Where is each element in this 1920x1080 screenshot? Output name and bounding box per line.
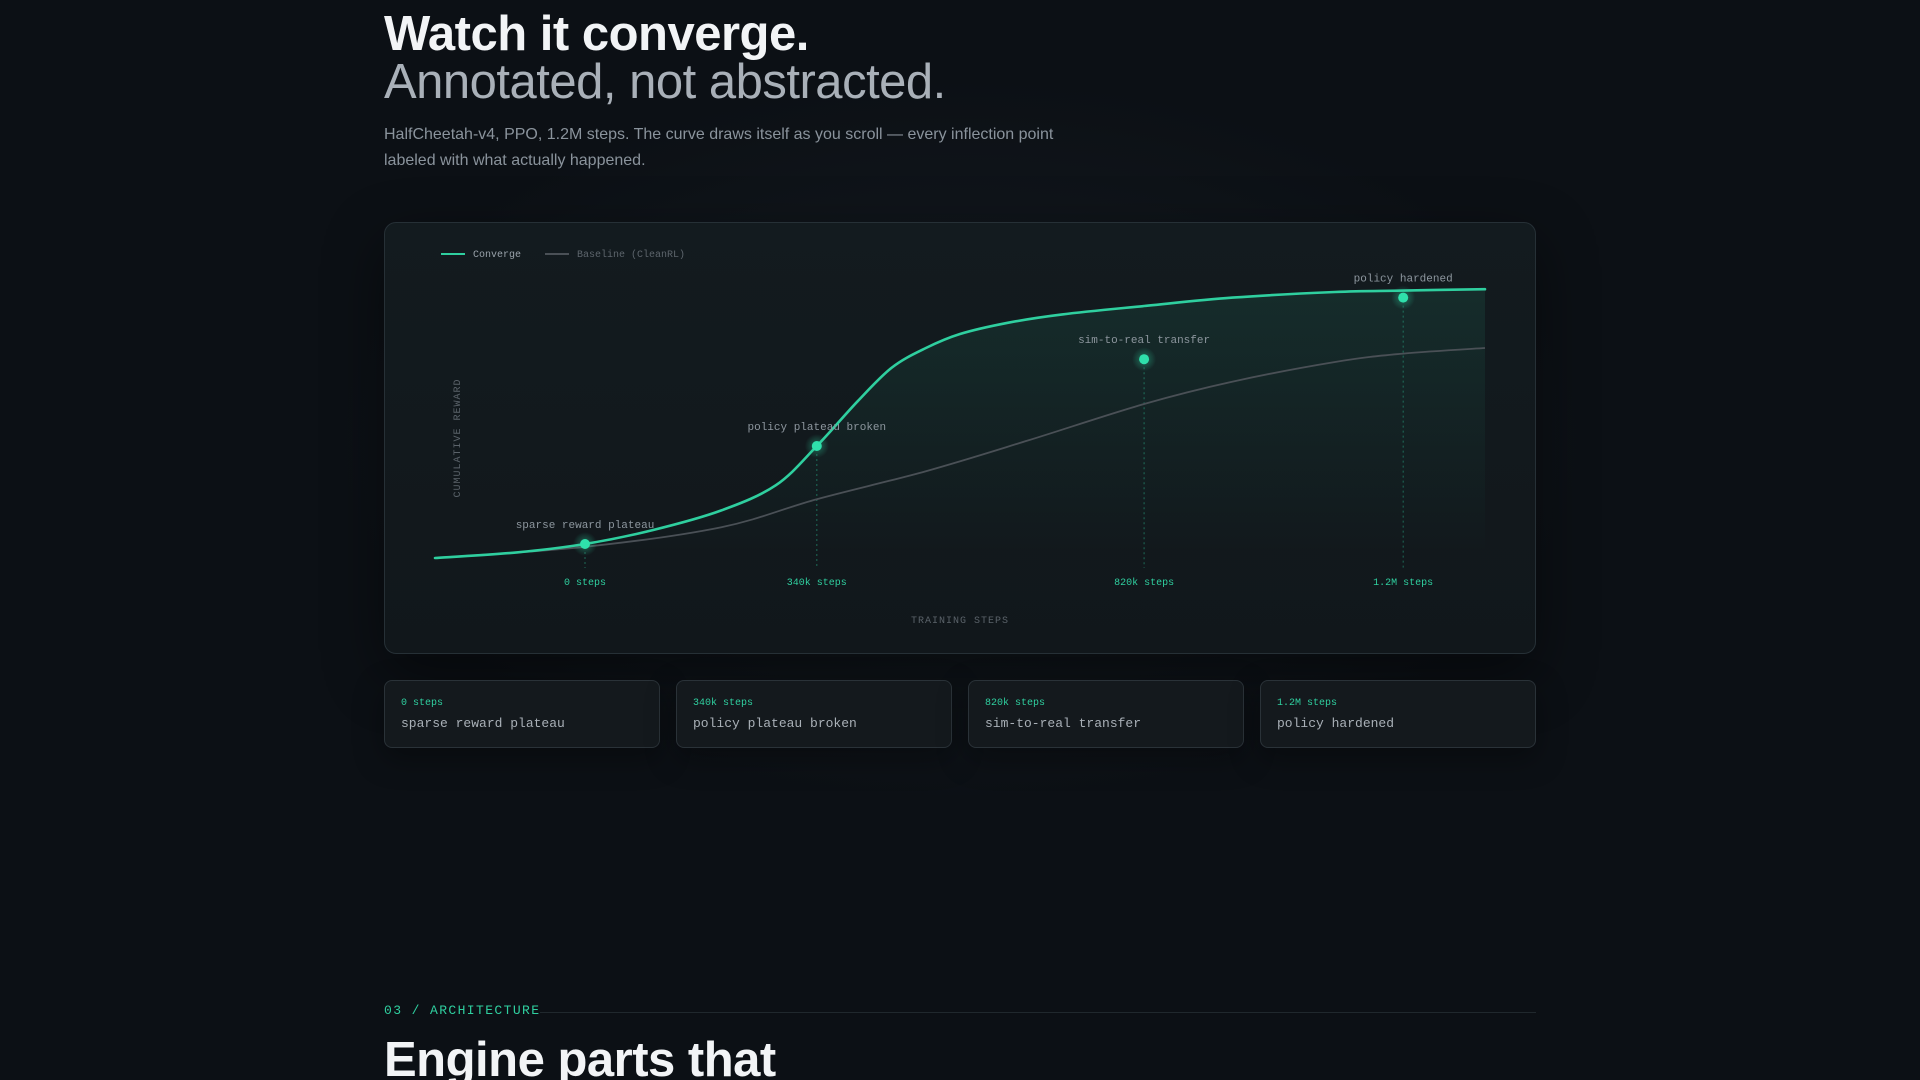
training-chart-card: Converge Baseline (CleanRL) CUMULATIVE R… — [384, 222, 1536, 654]
milestone-label: policy hardened — [1277, 716, 1395, 731]
milestone-markers: sparse reward plateau 0 steps policy plate… — [516, 274, 1453, 589]
section-divider — [540, 1012, 1536, 1013]
milestone-step: 820k steps — [985, 698, 1046, 709]
milestone-card-0-steps[interactable]: 0 steps sparse reward plateau — [384, 680, 660, 748]
page-subtitle: Annotated, not abstracted. — [384, 55, 946, 109]
milestone-step: 340k steps — [693, 698, 754, 709]
legend-label-baseline: Baseline (CleanRL) — [577, 249, 685, 261]
milestone-cards: 0 steps sparse reward plateau 340k steps… — [384, 680, 1536, 748]
converge-area-fill — [435, 289, 1485, 558]
marker-dot-1-2m-steps[interactable] — [1398, 292, 1409, 303]
converge-series-line — [433, 287, 1487, 560]
page-description: HalfCheetah-v4, PPO, 1.2M steps. The cur… — [384, 126, 1054, 169]
marker-dot-820k-steps[interactable] — [1139, 354, 1150, 365]
x-tick-label-1-2m-steps: 1.2M steps — [1373, 578, 1433, 589]
milestone-label: sim-to-real transfer — [985, 716, 1142, 731]
y-axis-label: CUMULATIVE REWARD — [453, 378, 464, 497]
x-tick-label-820k-steps: 820k steps — [1114, 577, 1174, 589]
chart-legend: Converge Baseline (CleanRL) — [441, 249, 685, 261]
annotation-label-340k-steps: policy plateau broken — [748, 422, 887, 434]
milestone-card-820k-steps[interactable]: 820k steps sim-to-real transfer — [968, 680, 1244, 748]
milestone-card-340k-steps[interactable]: 340k steps policy plateau broken — [676, 680, 952, 748]
page-title: Watch it converge. — [384, 7, 809, 61]
milestone-label: sparse reward plateau — [401, 716, 565, 731]
legend-label-converge: Converge — [473, 250, 521, 261]
marker-dot-340k-steps[interactable] — [811, 441, 822, 451]
baseline-series-line — [434, 347, 1486, 559]
x-tick-label-340k-steps: 340k steps — [787, 577, 847, 589]
section-label: 03 / ARCHITECTURE — [384, 1003, 541, 1018]
annotation-label-1-2m-steps: policy hardened — [1354, 274, 1453, 286]
section-header: 03 / ARCHITECTURE — [384, 1003, 1536, 1021]
marker-dot-0-steps[interactable] — [580, 539, 590, 549]
milestone-label: policy plateau broken — [693, 716, 857, 731]
annotation-label-0-steps: sparse reward plateau — [516, 520, 655, 532]
milestone-guides — [584, 305, 1404, 568]
x-tick-label-0-steps: 0 steps — [564, 578, 606, 589]
x-axis-label: TRAINING STEPS — [911, 616, 1009, 627]
milestone-card-1-2m-steps[interactable]: 1.2M steps policy hardened — [1260, 680, 1536, 748]
milestone-step: 1.2M steps — [1277, 698, 1338, 709]
training-chart: Converge Baseline (CleanRL) CUMULATIVE R… — [433, 249, 1487, 627]
milestone-step: 0 steps — [401, 698, 444, 709]
annotation-label-820k-steps: sim-to-real transfer — [1078, 335, 1210, 347]
section-title: Engine parts that — [384, 1033, 776, 1080]
